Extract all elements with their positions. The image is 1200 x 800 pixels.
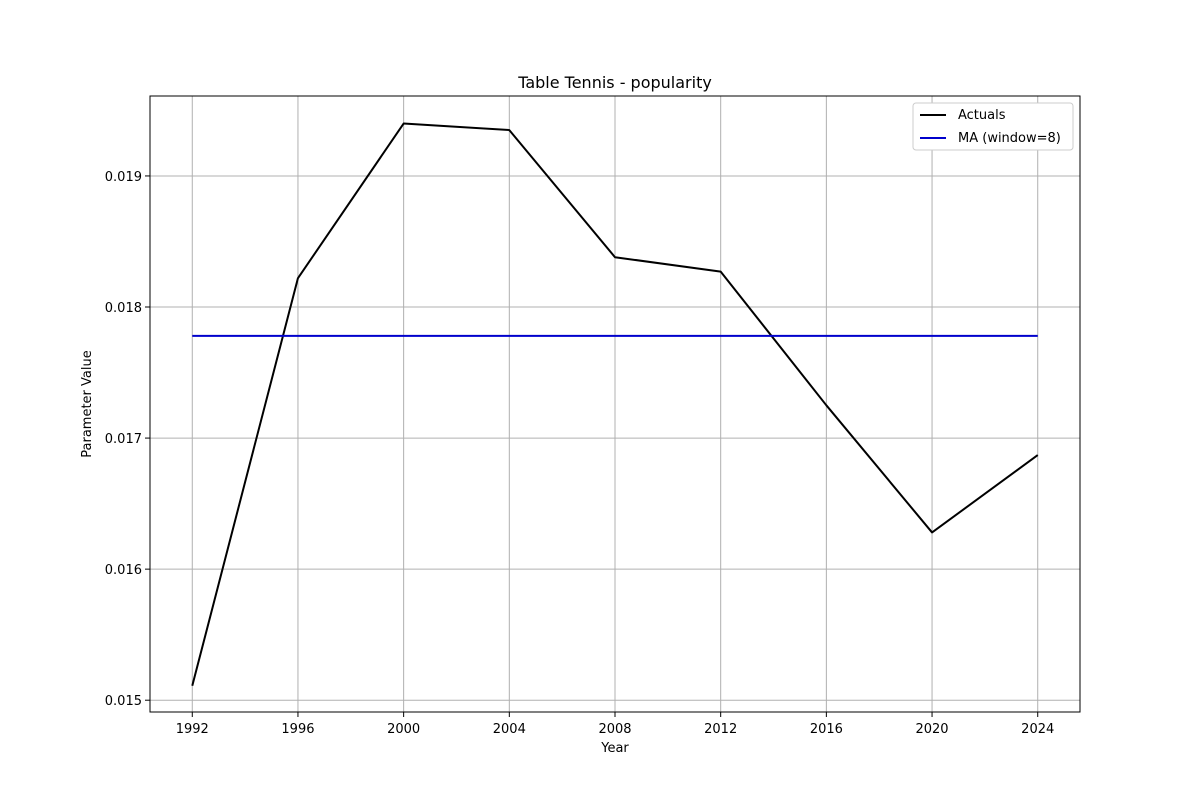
x-tick-label: 2024 [1021,722,1054,737]
legend: Actuals MA (window=8) [912,102,1074,151]
x-tick-label: 2012 [704,722,737,737]
x-axis-label: Year [600,741,629,756]
grid [150,96,1080,712]
x-tick-label: 2004 [493,722,526,737]
x-tick-label: 2020 [915,722,948,737]
x-tick-label: 2000 [387,722,420,737]
y-tick-label: 0.016 [105,563,142,578]
y-tick-label: 0.019 [105,170,142,185]
x-tick-label: 1996 [281,722,314,737]
y-tick-label: 0.015 [105,694,142,709]
y-tick-label: 0.018 [105,301,142,316]
x-tick-label: 2008 [598,722,631,737]
y-axis-label: Parameter Value [80,350,95,457]
series-line-actuals [191,122,1039,687]
legend-box [912,102,1074,151]
x-tick-label: 1992 [176,722,209,737]
axis-ticks: 1992 1996 2000 2004 2008 2012 2016 2020 2024 0.01… [105,170,1054,737]
series-lines [191,122,1039,687]
x-tick-label: 2016 [810,722,843,737]
legend-label-ma: MA (window=8) [958,131,1061,146]
chart-title: Table Tennis - popularity [517,73,712,92]
y-tick-label: 0.017 [105,432,142,447]
legend-label-actuals: Actuals [958,108,1006,123]
